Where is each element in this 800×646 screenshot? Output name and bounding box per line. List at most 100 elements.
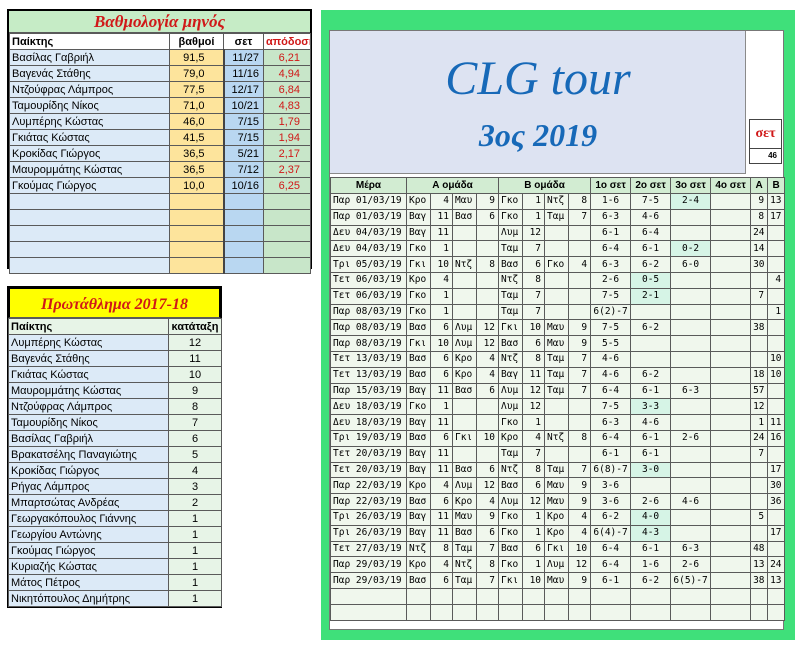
team-b-player-1: Γκο [498, 508, 524, 526]
set-3-score [670, 461, 712, 479]
header-score-b: B [767, 177, 786, 194]
player-name: Ρήγας Λάμπρος [8, 478, 169, 495]
player-rank: 1 [168, 574, 222, 591]
team-b-player-1: Λυμ [498, 493, 524, 510]
player-rank: 7 [168, 414, 222, 431]
team-b-player-1: Λυμ [498, 398, 524, 416]
set-2-score: 6-1 [630, 445, 672, 463]
set-1-score: 1-6 [590, 193, 632, 210]
team-a-player-2: Βασ [452, 208, 477, 226]
player-sets: 7/15 [222, 113, 264, 130]
team-b-points-2: 9 [568, 572, 592, 589]
match-day: Παρ 01/03/19 [330, 193, 407, 210]
set-3-score [670, 319, 712, 337]
match-day: Τετ 13/03/19 [330, 366, 407, 384]
match-day: Παρ 29/03/19 [330, 556, 407, 574]
team-a-points-1: 10 [430, 335, 453, 352]
team-b-player-2: Μαυ [544, 477, 570, 495]
championship-table: Παίκτης κατάταξη Λυμπέρης Κώστας 12 Βαγενά… [8, 318, 222, 607]
team-b-points-1: 6 [522, 477, 546, 495]
set-4-score [710, 572, 752, 589]
team-b-player-2: Ταμ [544, 366, 570, 384]
player-name [9, 257, 170, 274]
table-row: Μαυρομμάτης Κώστας 9 [8, 382, 222, 399]
player-name: Κυριαζής Κώστας [8, 558, 169, 575]
match-day: Παρ 08/03/19 [330, 303, 407, 321]
header-set-4: 4ο σετ [710, 177, 752, 194]
set-4-score [710, 445, 752, 463]
match-row: Τρι 26/03/19 Βαγ 11 Μαυ 9 Γκο 1 Κρο 4 6-2 4-0 5 [330, 508, 786, 526]
team-a-points-1: 1 [430, 240, 453, 258]
player-odds [263, 225, 311, 242]
set-4-score [710, 382, 752, 400]
player-name: Μπαρτσώτας Ανδρέας [8, 494, 169, 511]
player-points: 41,5 [169, 129, 224, 146]
score-b: 13 [767, 193, 786, 210]
team-b-player-2 [544, 271, 570, 289]
team-a-points-1: 6 [430, 493, 453, 510]
team-b-points-1: 1 [522, 193, 546, 210]
team-b-player-2 [544, 224, 570, 242]
team-a-player-2 [452, 587, 477, 605]
match-row: Τρι 05/03/19 Γκι 10 Ντζ 8 Βασ 6 Γκο 4 6-3 6-2 6-0 30 [330, 256, 786, 273]
set-1-score: 6-4 [590, 240, 632, 258]
score-a: 1 [750, 414, 769, 431]
team-a-player-2: Μαυ [452, 193, 477, 210]
match-day: Τετ 20/03/19 [330, 445, 407, 463]
score-b [767, 445, 786, 463]
player-name: Κροκίδας Γιώργος [8, 462, 169, 479]
team-b-points-2: 9 [568, 335, 592, 352]
set-3-score [670, 224, 712, 242]
match-day: Παρ 15/03/19 [330, 382, 407, 400]
team-b-player-1: Κρο [498, 429, 524, 447]
set-4-score [710, 603, 752, 621]
team-a-player-1: Βαγ [406, 445, 431, 463]
player-name: Γκούμας Γιώργος [9, 177, 170, 194]
set-2-score: 6-1 [630, 382, 672, 400]
score-a [750, 350, 769, 368]
set-1-score: 6-4 [590, 429, 632, 447]
championship-header-row: Παίκτης κατάταξη [8, 318, 222, 335]
clg-tour-panel: CLG tour 3ος 2019 σετ 46 Μέρα Α ομάδα Β … [321, 10, 795, 640]
set-4-score [710, 493, 752, 510]
team-a-points-1: 4 [430, 477, 453, 495]
team-a-points-1: 11 [430, 445, 453, 463]
match-row: Παρ 22/03/19 Κρο 4 Λυμ 12 Βασ 6 Μαυ 9 3-6 30 [330, 477, 786, 495]
team-a-player-1: Βασ [406, 366, 431, 384]
match-row: Παρ 01/03/19 Κρο 4 Μαυ 9 Γκο 1 Ντζ 8 1-6 7-5 2-4 9 13 [330, 193, 786, 210]
match-row: Τετ 06/03/19 Κρο 4 Ντζ 8 2-6 0-5 4 [330, 271, 786, 289]
table-row: Ταμουρίδης Νίκος 7 [8, 414, 222, 431]
team-a-player-1: Γκο [406, 303, 431, 321]
team-b-points-2: 10 [568, 540, 592, 558]
team-b-player-1: Λυμ [498, 224, 524, 242]
score-a: 7 [750, 445, 769, 463]
team-b-player-1: Γκι [498, 572, 524, 589]
team-b-points-2: 7 [568, 382, 592, 400]
player-name: Λυμπέρης Κώστας [8, 334, 169, 351]
team-a-player-2: Ντζ [452, 256, 477, 273]
set-2-score: 4-3 [630, 524, 672, 542]
match-row: Δευ 18/03/19 Βαγ 11 Γκο 1 6-3 4-6 1 11 [330, 414, 786, 431]
match-row: Παρ 15/03/19 Βαγ 11 Βασ 6 Λυμ 12 Ταμ 7 6-4 6-1 6-3 5… [330, 382, 786, 400]
team-b-player-1: Ταμ [498, 445, 524, 463]
set-3-score: 2-4 [670, 193, 712, 210]
team-a-points-2: 6 [475, 524, 500, 542]
team-a-player-1: Κρο [406, 193, 431, 210]
set-4-score [710, 335, 752, 352]
team-a-points-2: 12 [475, 477, 500, 495]
team-b-points-2 [568, 271, 592, 289]
player-odds: 6,21 [263, 49, 311, 66]
team-a-points-2: 6 [475, 382, 500, 400]
player-sets: 11/27 [222, 49, 264, 66]
score-b: 13 [767, 572, 786, 589]
set-4-score [710, 271, 752, 289]
score-a: 12 [750, 398, 769, 416]
set-3-score: 0-2 [670, 240, 712, 258]
score-a [750, 603, 769, 621]
team-a-player-1: Βαγ [406, 208, 431, 226]
team-a-points-1: 6 [430, 366, 453, 384]
score-a: 18 [750, 366, 769, 384]
match-row [330, 587, 786, 605]
score-b [767, 287, 786, 305]
match-day: Τετ 20/03/19 [330, 461, 407, 479]
